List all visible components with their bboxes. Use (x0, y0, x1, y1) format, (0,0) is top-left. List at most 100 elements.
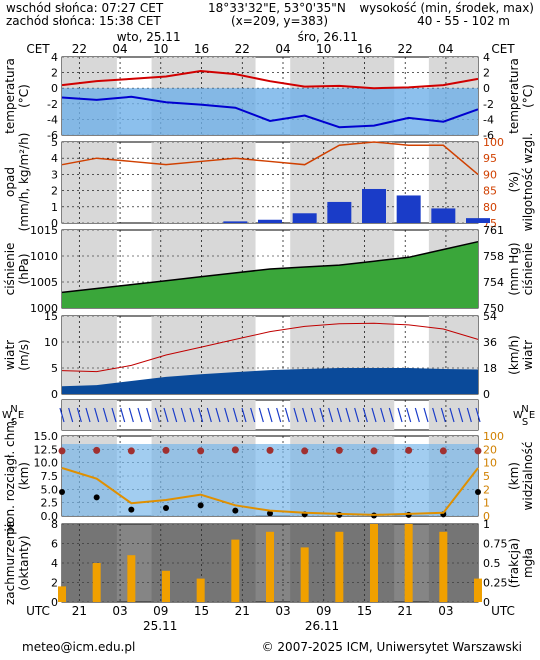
vis-tick-right: 20 (483, 443, 497, 456)
cloud-tick-left: 2 (51, 577, 58, 590)
precip-bar (223, 221, 248, 223)
pressure-tick-right: 761 (483, 224, 504, 237)
cloud-base-dot (128, 506, 135, 513)
compass-e-right: E (529, 410, 535, 421)
vis-tick-left: 0.0 (41, 510, 59, 523)
wind-tick-left: 10 (44, 336, 58, 349)
pressure-unit-right: (mm Hg) (507, 242, 521, 295)
freezing-zone (62, 88, 478, 135)
temp-unit-right: (°C) (521, 84, 535, 108)
wind-direction-arrow (449, 407, 455, 423)
bottom-hour-tick: 21 (235, 604, 250, 618)
wind-direction-arrow (258, 407, 264, 423)
cloud-base-dot (232, 507, 239, 514)
cloud-base-dot (475, 489, 481, 495)
grid-text: (x=209, y=383) (231, 14, 329, 28)
fog-bar (127, 555, 136, 602)
precip-tick-left: 2 (51, 185, 58, 198)
temp-tick-left: -4 (47, 113, 58, 126)
pressure-tick-left: 1010 (30, 250, 58, 263)
wind-direction-arrow (388, 407, 394, 423)
temp-unit-left: (°C) (17, 84, 31, 108)
wind-direction-arrow (189, 407, 195, 423)
wind-tick-left: 15 (44, 310, 58, 323)
cloud-top-dot (162, 446, 170, 454)
precip-unit-left: (mm/h, kg/m²/h) (17, 133, 31, 232)
precip-tick-left: 5 (51, 136, 58, 149)
top-hour-tick: 22 (398, 42, 413, 56)
temp-tick-right: 4 (483, 51, 490, 64)
cloud-top-dot (58, 447, 66, 455)
fog-bar (196, 578, 205, 602)
vis-tick-left: 12.5 (34, 443, 59, 456)
pressure-tick-left: 1015 (30, 224, 58, 237)
wind-direction-arrow (85, 407, 91, 423)
wind-direction-arrow (440, 407, 446, 423)
fog-bar (162, 570, 170, 602)
fog-tick-right: 0.25 (483, 577, 508, 590)
cloud-top-dot (370, 447, 378, 455)
bottom-hour-tick: 09 (153, 604, 168, 618)
wind-direction-arrow (354, 407, 360, 423)
wind-direction-arrow (475, 407, 481, 423)
wind-direction-arrow (345, 407, 351, 423)
wind-direction-arrow (284, 407, 290, 423)
wind-direction-arrow (466, 407, 472, 423)
wind-direction-arrow (68, 407, 74, 423)
day2-bottom-label: 26.11 (305, 619, 339, 633)
precip-tick-left: 1 (51, 201, 58, 214)
cloud-base-dot (197, 502, 204, 509)
temp-tick-right: -2 (483, 98, 494, 111)
vis-tick-right: 100 (483, 430, 504, 443)
pressure-label-left: ciśnienie (3, 243, 17, 296)
wind-direction-arrow (232, 407, 238, 423)
wind-direction-arrow (215, 407, 221, 423)
temp-tick-right: -4 (483, 113, 494, 126)
precip-tick-left: 3 (51, 168, 58, 181)
fog-bar (404, 524, 413, 602)
temp-tick-left: 4 (51, 51, 58, 64)
wind-direction-arrow (414, 407, 420, 423)
vis-tick-left: 5.0 (41, 483, 59, 496)
vis-tick-left: 10.0 (34, 457, 59, 470)
vis-label-left: pion. rozciągł. chm. (3, 417, 17, 535)
top-hour-tick: 10 (316, 42, 331, 56)
vis-label-right: widzialność (521, 442, 535, 511)
wind-direction-arrow (137, 407, 143, 423)
cloud-label-left: zachmurzenie (3, 521, 17, 605)
precip-label-left: opad (3, 167, 17, 197)
wind-gust-line (61, 322, 479, 373)
bottom-tz-right: UTC (491, 604, 515, 618)
wind-direction-arrow (180, 407, 186, 423)
humidity-line (61, 141, 479, 175)
top-hour-tick: 04 (438, 42, 453, 56)
cloud-top-dot (405, 446, 413, 454)
top-hour-tick: 10 (153, 42, 168, 56)
vis-tick-left: 15.0 (34, 430, 59, 443)
top-hour-tick: 16 (194, 42, 209, 56)
fog-tick-right: 0.5 (483, 557, 501, 570)
wind-direction-arrow (310, 407, 316, 423)
cloud-top-dot (197, 447, 205, 455)
humidity-tick-right: 85 (483, 185, 497, 198)
wind-direction-arrow (397, 407, 403, 423)
bottom-hour-tick: 03 (112, 604, 127, 618)
cloud-tick-left: 0 (51, 596, 58, 609)
bottom-hour-tick: 03 (275, 604, 290, 618)
wind-direction-arrow (206, 407, 212, 423)
humidity-tick-right: 100 (483, 136, 504, 149)
wind-direction-arrow (94, 407, 100, 423)
day-shade (62, 316, 117, 394)
precip-bar (258, 219, 282, 223)
fog-tick-right: 1 (483, 518, 490, 531)
wind-direction-arrow (102, 407, 108, 423)
wind-direction-arrow (146, 407, 152, 423)
wind-direction-arrow (380, 407, 386, 423)
vis-tick-right: 2 (483, 483, 490, 496)
vis-tick-left: 2.5 (41, 497, 59, 510)
temp-tick-left: -2 (47, 98, 58, 111)
fog-bar (92, 563, 101, 602)
precip-bar (327, 201, 352, 223)
footer-email[interactable]: meteo@icm.edu.pl (22, 640, 136, 654)
pressure-area (62, 241, 478, 308)
